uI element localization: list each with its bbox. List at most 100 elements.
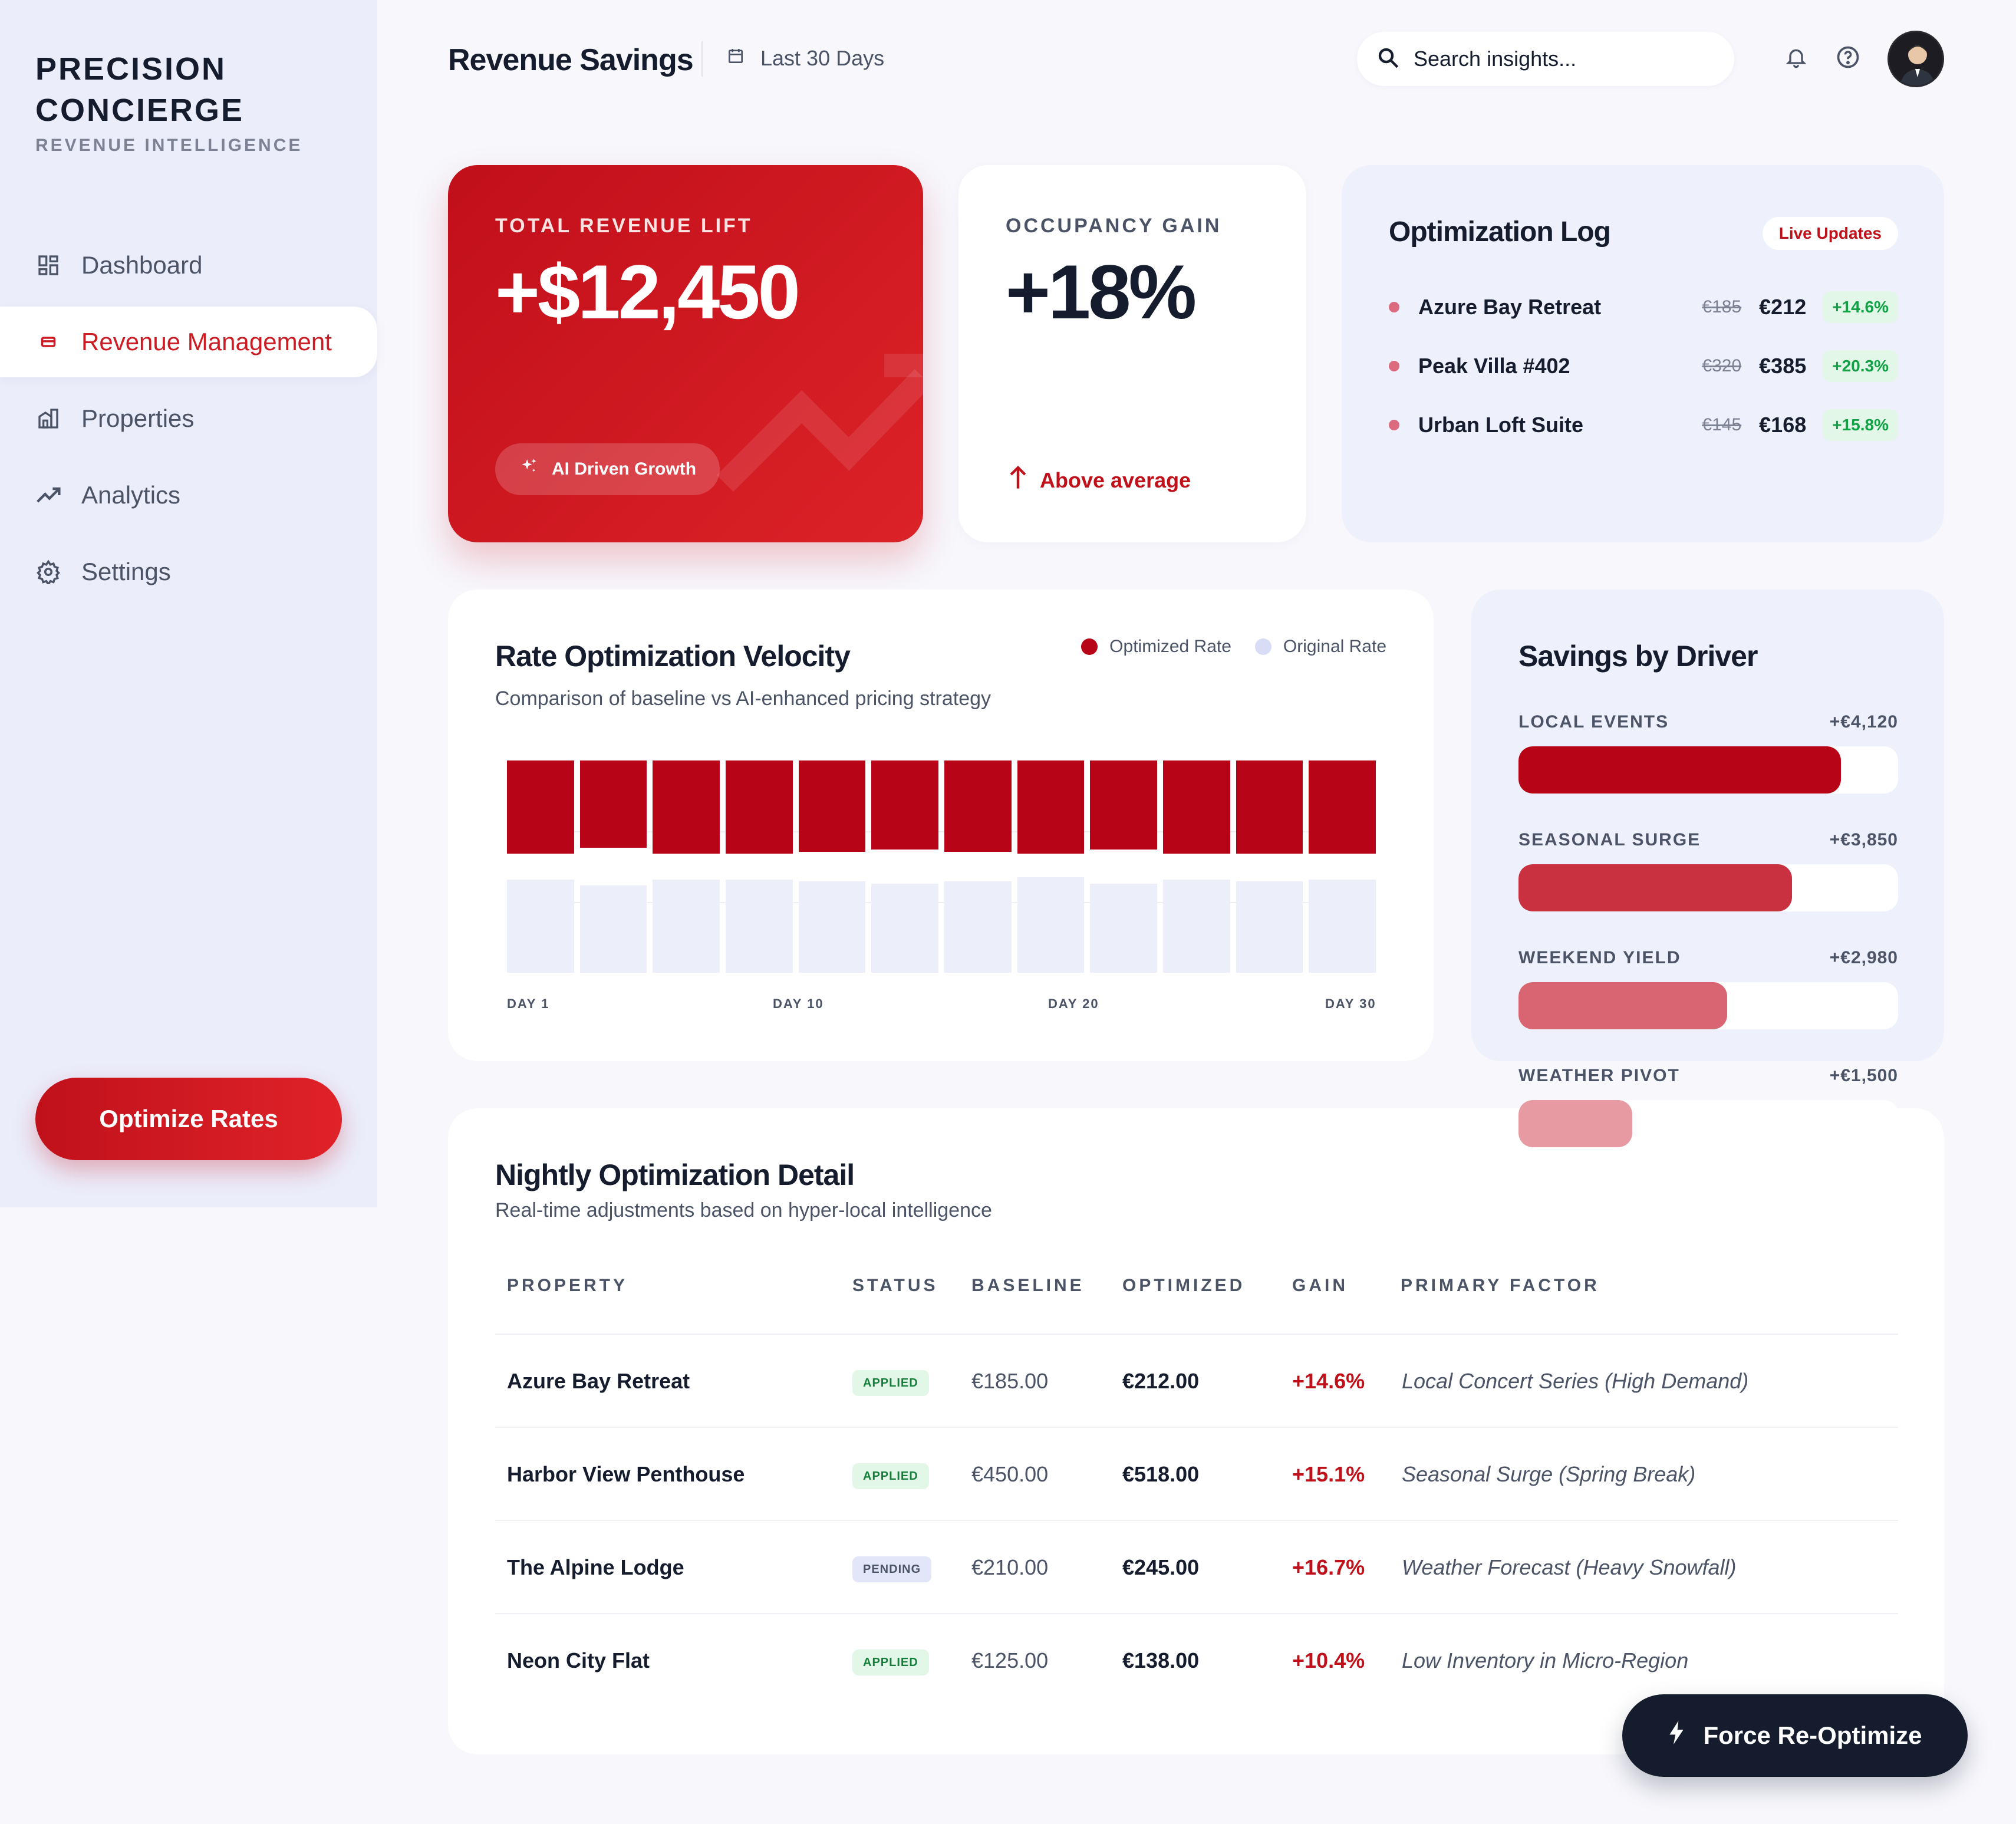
chart-bar-optimized	[871, 760, 938, 850]
driver-label: WEEKEND YIELD	[1518, 948, 1681, 967]
column-header: BASELINE	[971, 1276, 1085, 1295]
legend-original-label: Original Rate	[1283, 637, 1386, 656]
optimize-rates-button[interactable]: Optimize Rates	[35, 1078, 342, 1160]
driver-bar-track	[1518, 746, 1898, 794]
gear-icon	[35, 559, 61, 585]
avatar[interactable]	[1887, 31, 1944, 87]
driver-value: +€1,500	[1829, 1066, 1898, 1085]
chart-legend: Optimized Rate Original Rate	[1058, 637, 1386, 657]
sidebar-item-label: Properties	[81, 404, 195, 432]
chart-bar	[653, 760, 720, 973]
cell-primary-factor: Seasonal Surge (Spring Break)	[1402, 1462, 1696, 1486]
chart-bar	[579, 760, 647, 973]
status-badge: APPLIED	[852, 1463, 929, 1489]
status-dot	[1389, 361, 1399, 371]
cell-property: The Alpine Lodge	[507, 1555, 684, 1579]
help-icon[interactable]	[1833, 42, 1863, 72]
sidebar-item-properties[interactable]: Properties	[0, 383, 377, 454]
search-icon	[1376, 45, 1401, 73]
legend-swatch-original	[1254, 638, 1271, 655]
cell-baseline: €185.00	[971, 1369, 1049, 1393]
force-reoptimize-button[interactable]: Force Re-Optimize	[1622, 1694, 1968, 1777]
chart-bar-original	[944, 881, 1012, 973]
savings-title: Savings by Driver	[1518, 640, 1758, 673]
chart-bar-optimized	[1017, 760, 1085, 854]
nightly-detail-card: Nightly Optimization Detail Real-time ad…	[448, 1108, 1944, 1754]
driver-value: +€4,120	[1829, 712, 1898, 732]
occupancy-gain-value: +18%	[1006, 249, 1197, 335]
chart-bar	[1163, 760, 1230, 973]
x-tick-label: DAY 10	[773, 996, 824, 1011]
log-item-old-price: €145	[1702, 415, 1742, 434]
brand-subtitle: REVENUE INTELLIGENCE	[35, 136, 303, 155]
driver-local-events: LOCAL EVENTS +€4,120	[1518, 712, 1898, 794]
cell-primary-factor: Weather Forecast (Heavy Snowfall)	[1402, 1555, 1737, 1579]
row-divider	[495, 1520, 1898, 1521]
driver-value: +€3,850	[1829, 830, 1898, 850]
sidebar-item-label: Revenue Management	[81, 328, 332, 355]
dashboard-icon	[35, 252, 61, 278]
cell-gain: +14.6%	[1292, 1369, 1365, 1393]
driver-label: WEATHER PIVOT	[1518, 1066, 1680, 1085]
cell-gain: +16.7%	[1292, 1555, 1365, 1579]
chart-bar	[1309, 760, 1376, 973]
ai-growth-label: AI Driven Growth	[552, 459, 697, 479]
revenue-lift-value: +$12,450	[495, 249, 801, 335]
row-divider	[495, 1427, 1898, 1428]
sidebar-nav: Dashboard Revenue Management Properties …	[0, 230, 377, 613]
sidebar-item-revenue-management[interactable]: Revenue Management	[0, 307, 377, 377]
driver-label: SEASONAL SURGE	[1518, 830, 1701, 850]
driver-bar-track	[1518, 864, 1898, 911]
chart-bar-optimized	[653, 760, 720, 854]
trend-icon	[35, 482, 61, 508]
log-item[interactable]: Urban Loft Suite €145 €168 +15.8%	[1389, 407, 1898, 443]
above-average-note: Above average	[1008, 465, 1191, 496]
column-header: PRIMARY FACTOR	[1401, 1276, 1600, 1295]
optimization-log-card: Optimization Log Live Updates Azure Bay …	[1342, 165, 1944, 542]
sidebar-item-label: Dashboard	[81, 251, 203, 279]
x-tick-label: DAY 20	[1048, 996, 1099, 1011]
status-badge: PENDING	[852, 1556, 932, 1582]
driver-label: LOCAL EVENTS	[1518, 712, 1669, 732]
sidebar-item-settings[interactable]: Settings	[0, 536, 377, 607]
driver-value: +€2,980	[1829, 948, 1898, 967]
trend-decoration	[716, 354, 923, 492]
log-item[interactable]: Azure Bay Retreat €185 €212 +14.6%	[1389, 289, 1898, 325]
driver-bar-fill	[1518, 746, 1842, 794]
search-bar[interactable]	[1357, 32, 1734, 86]
cell-baseline: €125.00	[971, 1648, 1049, 1672]
x-tick-label: DAY 1	[507, 996, 550, 1011]
chart-bar	[1090, 760, 1157, 973]
log-item[interactable]: Peak Villa #402 €320 €385 +20.3%	[1389, 348, 1898, 384]
search-input[interactable]	[1414, 47, 1708, 71]
legend-swatch-optimized	[1081, 638, 1098, 655]
velocity-chart-card: Rate Optimization Velocity Comparison of…	[448, 590, 1434, 1061]
cell-optimized: €518.00	[1122, 1462, 1200, 1486]
driver-bar-fill	[1518, 864, 1792, 911]
sparkle-icon	[519, 457, 539, 482]
chart-bar-original	[871, 883, 938, 973]
cell-baseline: €210.00	[971, 1555, 1049, 1579]
row-divider	[495, 1334, 1898, 1335]
driver-bar-fill	[1518, 1100, 1633, 1147]
occupancy-gain-label: OCCUPANCY GAIN	[1006, 215, 1222, 237]
status-dot	[1389, 302, 1399, 312]
chart-bar	[726, 760, 793, 973]
bell-icon[interactable]	[1781, 42, 1811, 72]
date-range-selector[interactable]: Last 30 Days	[726, 46, 884, 71]
driver-bar-track	[1518, 1100, 1898, 1147]
cell-gain: +15.1%	[1292, 1462, 1365, 1486]
cell-optimized: €212.00	[1122, 1369, 1200, 1393]
chart-bar-optimized	[579, 760, 647, 848]
chart-bar-original	[1090, 883, 1157, 973]
cell-property: Neon City Flat	[507, 1648, 650, 1672]
gridline	[507, 902, 1376, 903]
column-header: OPTIMIZED	[1122, 1276, 1246, 1295]
live-updates-badge: Live Updates	[1762, 217, 1898, 250]
building-icon	[35, 406, 61, 432]
sidebar: PRECISION CONCIERGE REVENUE INTELLIGENCE…	[0, 0, 377, 1207]
sidebar-item-dashboard[interactable]: Dashboard	[0, 230, 377, 301]
legend-optimized-label: Optimized Rate	[1109, 637, 1231, 656]
sidebar-item-analytics[interactable]: Analytics	[0, 460, 377, 531]
driver-bar-fill	[1518, 982, 1728, 1029]
